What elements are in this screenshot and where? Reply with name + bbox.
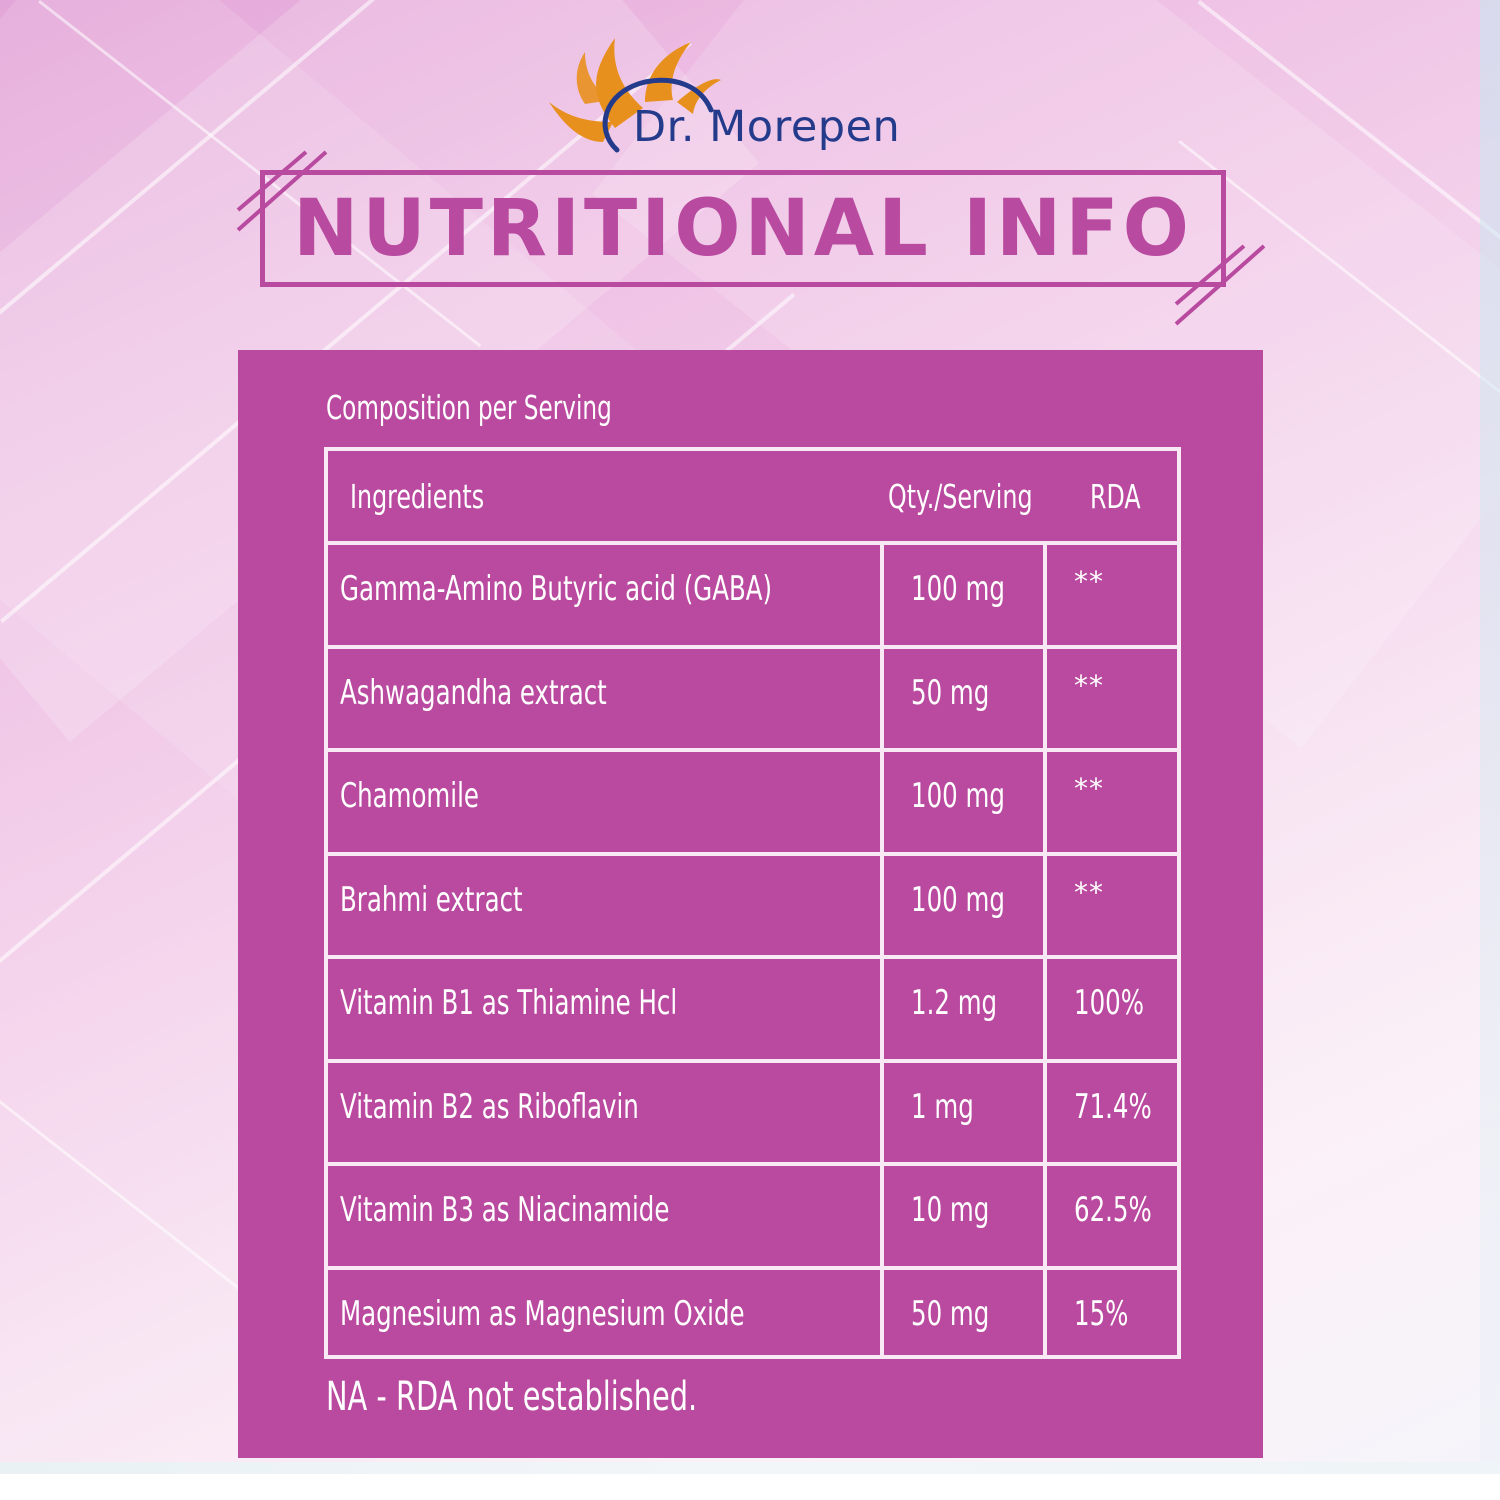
rda-footnote: NA - RDA not established. [326, 1374, 698, 1420]
column-header-qty: Qty./Serving [888, 477, 1033, 516]
table-header: Ingredients Qty./Serving RDA [328, 451, 1177, 545]
ingredient-cell: Brahmi extract [328, 855, 884, 955]
ingredient-name: Magnesium as Magnesium Oxide [340, 1293, 745, 1334]
ingredient-cell: Vitamin B3 as Niacinamide [328, 1166, 884, 1266]
table-row: Brahmi extract 100 mg ** [328, 855, 1177, 959]
rda-cell: ** [1047, 545, 1177, 645]
qty-cell: 1 mg [884, 1062, 1047, 1162]
qty-cell: 50 mg [884, 1269, 1047, 1355]
sun-icon [549, 38, 721, 153]
rda-cell: ** [1047, 649, 1177, 749]
qty-value: 50 mg [911, 1293, 990, 1334]
rda-cell: 71.4% [1047, 1063, 1177, 1163]
rda-value: 62.5% [1074, 1190, 1152, 1230]
table-row: Chamomile 100 mg ** [328, 752, 1177, 856]
table-row: Ashwagandha extract 50 mg ** [328, 648, 1177, 752]
table-row: Vitamin B3 as Niacinamide 10 mg 62.5% [328, 1166, 1177, 1270]
column-header-ingredients: Ingredients [350, 477, 485, 516]
rda-value: ** [1074, 668, 1104, 702]
ingredient-name: Brahmi extract [340, 879, 523, 920]
rda-cell: 15% [1047, 1270, 1177, 1356]
table-row: Vitamin B1 as Thiamine Hcl 1.2 mg 100% [328, 959, 1177, 1063]
rda-value: ** [1074, 875, 1104, 909]
composition-heading: Composition per Serving [326, 388, 612, 427]
ingredient-cell: Vitamin B1 as Thiamine Hcl [328, 959, 884, 1059]
qty-cell: 100 mg [884, 855, 1047, 955]
qty-cell: 100 mg [884, 545, 1047, 645]
rda-cell: ** [1047, 856, 1177, 956]
rda-cell: 100% [1047, 959, 1177, 1059]
table-row: Vitamin B2 as Riboflavin 1 mg 71.4% [328, 1062, 1177, 1166]
qty-value: 100 mg [911, 569, 1005, 609]
brand-logo: Dr. Morepen [545, 30, 945, 160]
table-row: Gamma-Amino Butyric acid (GABA) 100 mg *… [328, 545, 1177, 649]
qty-value: 1.2 mg [911, 983, 998, 1023]
qty-cell: 1.2 mg [884, 959, 1047, 1059]
ingredient-cell: Vitamin B2 as Riboflavin [328, 1062, 884, 1162]
rda-cell: 62.5% [1047, 1166, 1177, 1266]
column-header-rda: RDA [1090, 477, 1141, 516]
ingredient-name: Ashwagandha extract [340, 672, 607, 713]
rda-value: 15% [1074, 1293, 1129, 1334]
rda-value: 100% [1074, 983, 1144, 1023]
ingredient-name: Chamomile [340, 776, 479, 816]
title-frame: NUTRITIONAL INFO [260, 170, 1226, 287]
table-row: Magnesium as Magnesium Oxide 50 mg 15% [328, 1269, 1177, 1356]
hash-decoration-right [1174, 244, 1266, 326]
bottom-strip [0, 1462, 1500, 1474]
bg-edge-tint [1480, 0, 1500, 1472]
hash-decoration-left [236, 150, 328, 232]
ingredient-name: Vitamin B1 as Thiamine Hcl [340, 983, 678, 1023]
ingredient-name: Vitamin B2 as Riboflavin [340, 1086, 639, 1127]
rda-cell: ** [1047, 752, 1177, 852]
ingredient-cell: Ashwagandha extract [328, 648, 884, 748]
qty-cell: 100 mg [884, 752, 1047, 852]
ingredient-name: Gamma-Amino Butyric acid (GABA) [340, 569, 773, 609]
rda-value: 71.4% [1074, 1086, 1152, 1127]
qty-value: 10 mg [911, 1190, 990, 1230]
composition-table: Ingredients Qty./Serving RDA Gamma-Amino… [324, 447, 1181, 1359]
qty-value: 50 mg [911, 672, 990, 713]
qty-cell: 50 mg [884, 648, 1047, 748]
ingredient-cell: Magnesium as Magnesium Oxide [328, 1269, 884, 1355]
qty-cell: 10 mg [884, 1166, 1047, 1266]
ingredient-cell: Gamma-Amino Butyric acid (GABA) [328, 545, 884, 645]
rda-value: ** [1074, 772, 1104, 805]
ingredient-cell: Chamomile [328, 752, 884, 852]
qty-value: 1 mg [911, 1086, 974, 1127]
qty-value: 100 mg [911, 879, 1005, 920]
page-title: NUTRITIONAL INFO [293, 183, 1193, 274]
rda-value: ** [1074, 565, 1104, 598]
qty-value: 100 mg [911, 776, 1005, 816]
brand-name: Dr. Morepen [633, 102, 901, 152]
ingredient-name: Vitamin B3 as Niacinamide [340, 1190, 670, 1230]
composition-panel: Composition per Serving Ingredients Qty.… [238, 350, 1263, 1458]
